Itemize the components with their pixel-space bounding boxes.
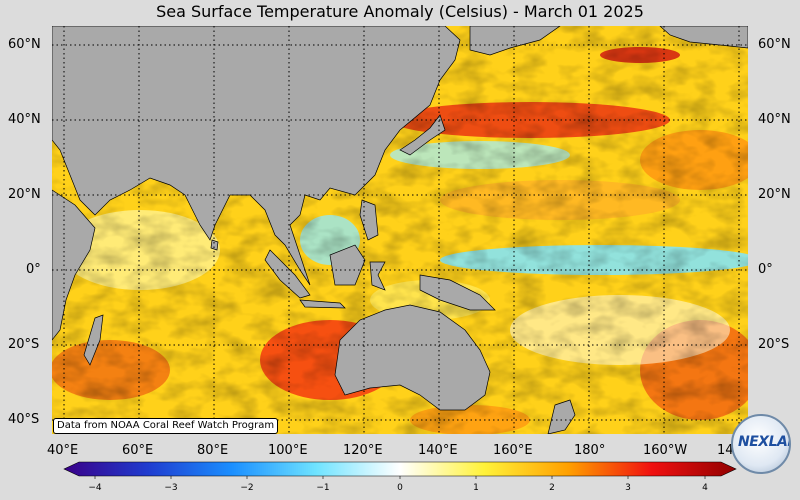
map-area <box>52 26 748 434</box>
sumatra-land <box>264 249 311 299</box>
colorbar-tick-label: −2 <box>240 483 254 493</box>
new-zealand-land <box>547 399 576 434</box>
sri-lanka-land <box>210 239 219 251</box>
lon-label: 80°E <box>197 443 229 458</box>
colorbar-tick-label: −3 <box>164 483 178 493</box>
sulawesi-land <box>369 261 386 291</box>
lat-label-right: 0° <box>758 262 773 277</box>
lat-label-right: 20°N <box>758 187 791 202</box>
lat-label-left: 60°N <box>8 37 41 52</box>
philippines-land <box>359 199 379 241</box>
lat-label-left: 0° <box>26 262 41 277</box>
colorbar-tick-label: 3 <box>625 483 631 493</box>
lon-label: 180° <box>574 443 606 458</box>
java-land <box>299 299 346 309</box>
colorbar-tick-label: 0 <box>397 483 403 493</box>
northeast-land <box>469 26 561 56</box>
colorbar-tick-label: −4 <box>88 483 102 493</box>
colorbar-tick-label: 1 <box>473 483 479 493</box>
data-credit: Data from NOAA Coral Reef Watch Program <box>53 418 279 434</box>
lat-label-right: 40°N <box>758 112 791 127</box>
lon-label: 40°E <box>47 443 79 458</box>
borneo-land <box>329 244 366 286</box>
colorbar <box>63 461 737 479</box>
land-masses <box>52 26 748 434</box>
alaska-land <box>659 26 748 49</box>
colorbar-tick-label: −1 <box>316 483 330 493</box>
lat-label-left: 40°N <box>8 112 41 127</box>
gridlines <box>52 26 748 434</box>
map-title: Sea Surface Temperature Anomaly (Celsius… <box>156 2 644 21</box>
japan-land <box>399 114 446 156</box>
colorbar-tick-label: 2 <box>549 483 555 493</box>
lon-label: 140°E <box>418 443 458 458</box>
australia-land <box>334 304 491 411</box>
nexlab-logo: NEXLAB <box>731 414 791 474</box>
lat-label-left: 40°S <box>8 412 40 427</box>
lon-label: 100°E <box>268 443 308 458</box>
eurasia-land <box>52 26 461 286</box>
lon-label: 160°E <box>493 443 533 458</box>
lat-label-left: 20°S <box>8 337 40 352</box>
lat-label-right: 60°N <box>758 37 791 52</box>
colorbar-tick-label: 4 <box>702 483 708 493</box>
lat-label-right: 20°S <box>758 337 790 352</box>
colorbar-ticks <box>94 476 706 479</box>
colorbar-bar <box>63 461 737 477</box>
lon-label: 160°W <box>643 443 688 458</box>
lon-label: 120°E <box>343 443 383 458</box>
madagascar-land <box>83 314 104 366</box>
logo-text: NEXLAB <box>738 434 789 450</box>
lat-label-left: 20°N <box>8 187 41 202</box>
lon-label: 60°E <box>122 443 154 458</box>
africa-land <box>52 189 96 341</box>
